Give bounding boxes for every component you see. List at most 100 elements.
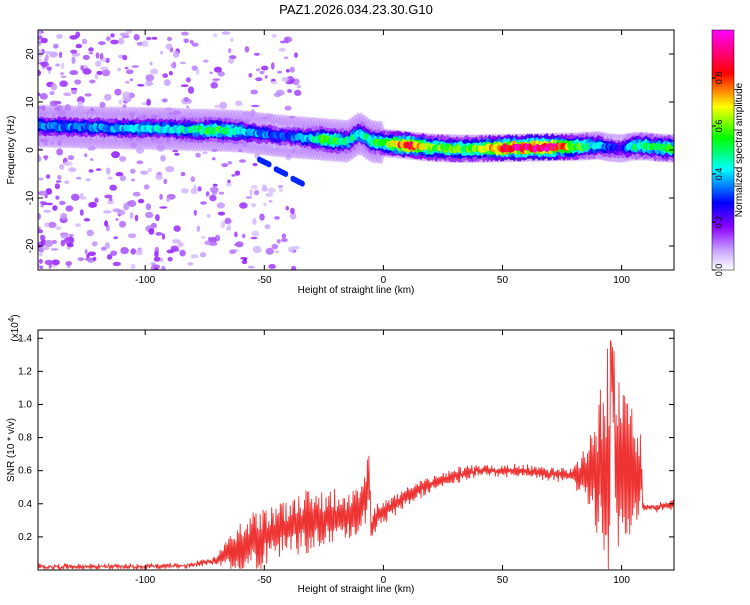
snr-scale-factor: (x104) [7, 314, 21, 341]
spectrogram-noise-cell [44, 51, 53, 55]
spectrogram-noise-cell [230, 37, 234, 42]
spectrogram-noise-cell [280, 40, 287, 44]
colorbar-tick-label: 0.2 [714, 216, 724, 229]
spectrogram-noise-cell [92, 256, 97, 262]
spectrogram-noise-cell [287, 246, 295, 253]
spectrogram-noise-cell [94, 73, 99, 80]
snr-x-ticks: -100 -50 0 50 100 [135, 330, 630, 586]
spectrogram-noise-cell [123, 202, 130, 211]
y-tick-label: 0.6 [18, 466, 32, 477]
spectrogram-noise-cell [219, 101, 228, 110]
spectrogram-noise-cell [43, 209, 52, 213]
spectrogram-noise-cell [159, 257, 164, 263]
figure-title: PAZ1.2026.034.23.30.G10 [279, 2, 433, 17]
spectrogram-noise-cell [197, 186, 202, 192]
spectrogram-noise-cell [106, 36, 111, 41]
spectrogram-noise-cell [217, 71, 225, 77]
spectrogram-noise-cell [101, 246, 107, 251]
y-tick-label: 1.4 [18, 333, 32, 344]
spectrogram-noise-cell [153, 267, 159, 270]
spectrogram-noise-cell [195, 152, 201, 158]
spectrogram-noise-cell [172, 50, 180, 59]
spectrogram-noise-cell [112, 261, 121, 267]
spectrogram-noise-cell [250, 203, 257, 208]
spectrogram-noise-cell [172, 239, 181, 244]
spectrogram-noise-cell [130, 248, 137, 255]
spectrogram-noise-cell [212, 78, 221, 81]
spectrogram-noise-cell [227, 161, 232, 165]
x-tick-label: 50 [497, 275, 509, 286]
x-tick-label: 100 [613, 275, 630, 286]
spectrogram-noise-cell [160, 50, 164, 55]
spectrogram-noise-cell [113, 236, 118, 240]
spectrogram-noise-cell [129, 212, 134, 219]
spectrogram-noise-cell [77, 257, 85, 261]
scale-suffix: ) [10, 314, 21, 317]
spectrogram-noise-cell [239, 202, 248, 209]
snr-y-ticks: 0.2 0.4 0.6 0.8 1.0 1.2 1.4 [18, 333, 674, 543]
spectrogram-noise-cell [278, 48, 286, 52]
spectrogram-noise-cell [146, 98, 151, 106]
spectrogram-noise-cell [224, 217, 232, 225]
spectrogram-noise-cell [149, 61, 153, 66]
snr-panel: -100 -50 0 50 100 0.2 0.4 0.6 0.8 1.0 1.2 1.4 Heig… [6, 314, 675, 595]
spectrogram-noise-cell [51, 239, 58, 245]
spectrogram-noise-cell [38, 177, 44, 181]
spectrogram-marks [38, 30, 674, 270]
y-tick-label: -20 [25, 238, 36, 253]
spectrogram-noise-cell [126, 201, 132, 204]
spectrogram-noise-cell [59, 80, 68, 87]
spectrogram-noise-cell [125, 80, 130, 84]
spectrogram-noise-cell [98, 41, 106, 45]
spectrogram-noise-cell [173, 225, 181, 232]
spectrogram-noise-cell [136, 160, 144, 165]
spectrogram-noise-cell [106, 254, 113, 260]
spectrogram-noise-cell [141, 40, 149, 48]
spectrogram-noise-cell [297, 85, 302, 89]
spectrogram-noise-cell [185, 77, 191, 83]
spectrogram-noise-cell [50, 83, 58, 91]
spectrogram-noise-cell [227, 223, 231, 230]
spectrogram-noise-cell [167, 256, 173, 262]
y-tick-label: -10 [25, 190, 36, 205]
y-tick-label: 10 [25, 96, 36, 108]
spectrogram-noise-cell [100, 66, 109, 71]
spectrogram-noise-cell [39, 93, 48, 100]
spectrogram-noise-cell [268, 200, 273, 203]
spectrogram-noise-cell [268, 264, 276, 269]
spectrogram-noise-cell [65, 205, 74, 212]
spectrogram-noise-cell [275, 250, 279, 254]
y-tick-label: 0.2 [18, 532, 32, 543]
spectrogram-noise-cell [39, 265, 44, 270]
spectrogram-noise-cell [227, 48, 232, 54]
spectrogram-noise-cell [104, 242, 111, 249]
spectrogram-noise-cell [166, 197, 171, 202]
x-tick-label: -50 [257, 575, 272, 586]
spectrogram-noise-cell [183, 96, 190, 103]
spectrogram-noise-cell [209, 186, 219, 193]
x-tick-label: -100 [135, 575, 155, 586]
spectrogram-noise-cell [40, 61, 49, 68]
snr-marks [38, 340, 674, 570]
spectrogram-noise-cell [241, 233, 246, 239]
spectrogram-noise-cell [46, 66, 52, 71]
spectrogram-noise-cell [109, 184, 117, 191]
spectrogram-noise-cell [60, 232, 69, 239]
colorbar-gradient [711, 29, 735, 271]
x-tick-label: 0 [381, 575, 387, 586]
spectrogram-noise-cell [63, 161, 73, 167]
y-tick-label: 1.2 [18, 366, 32, 377]
spectrogram-noise-cell [38, 229, 44, 234]
spectrogram-noise-cell [39, 201, 48, 204]
spectrogram-noise-cell [67, 155, 75, 161]
spectrogram-noise-cell [145, 211, 154, 219]
spectrogram-noise-cell [55, 63, 60, 67]
spectrogram-noise-cell [250, 89, 258, 95]
spectrogram-noise-cell [89, 158, 94, 161]
spectrogram-noise-cell [68, 233, 74, 237]
spectrogram-noise-cell [210, 82, 218, 89]
spectrogram-noise-cell [150, 262, 156, 266]
spectrogram-noise-cell [122, 54, 128, 61]
spectrogram-noise-cell [209, 194, 217, 202]
